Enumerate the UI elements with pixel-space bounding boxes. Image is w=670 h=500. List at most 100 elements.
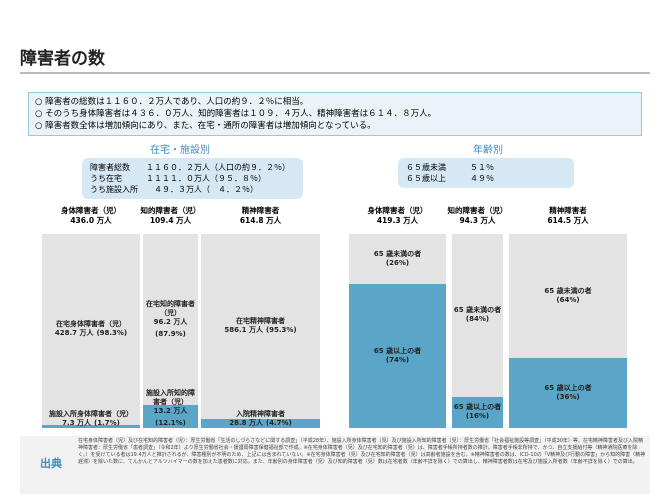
column-header: 精神障害者 — [549, 206, 587, 215]
segment-name: 65 歳未満の者 — [373, 250, 422, 259]
summary-box: ○ 障害者の総数は１１６０．２万人であり、人口の約９．２％に相当。 ○ そのうち身… — [28, 92, 642, 136]
segment-value: (84%) — [466, 315, 489, 324]
segment-amount: 13.2 万人 — [153, 406, 188, 415]
column-total: 94.3 万人 — [459, 216, 496, 225]
segment-name: 在宅精神障害者 — [236, 317, 285, 326]
bar — [143, 234, 198, 428]
bar-segment — [349, 234, 446, 285]
info-line: ６５歳未満 ５１％ — [406, 163, 494, 172]
footer — [20, 436, 650, 494]
info-box: 障害者総数 １１６０．２万人（人口の約９．２％） うち在宅 １１１１．０万人（９５… — [82, 158, 303, 199]
bar — [349, 234, 446, 428]
segment-name: 施設入所知的障害者（児） — [146, 388, 195, 406]
bar-segment — [201, 234, 320, 419]
segment-label: 入院精神障害者 28.8 万人 (4.7%) — [201, 397, 320, 428]
bar — [201, 234, 320, 428]
bar-segment — [452, 396, 503, 428]
segment-value: (16%) — [466, 412, 489, 421]
segment-value: 13.2 万人 (12.1%) — [143, 407, 198, 428]
info-line: ６５歳以上 ４９％ — [406, 174, 494, 183]
column-header: 精神障害者 — [241, 206, 280, 215]
bar-segment — [201, 418, 320, 428]
segment-name: 65 歳以上の者 — [453, 403, 502, 412]
segment-label: 65 歳以上の者 (16%) — [452, 397, 503, 428]
segment-name: 65 歳以上の者 — [373, 347, 422, 356]
segment-value: 7.3 万人 (1.7%) — [62, 419, 120, 428]
segment-share: (12.1%) — [155, 418, 186, 427]
segment-label: 施設入所知的障害者（児） 13.2 万人 (12.1%) — [143, 383, 198, 428]
segment-name: 在宅身体障害者（児） — [56, 320, 126, 329]
segment-value: (64%) — [556, 296, 579, 305]
segment-label: 在宅知的障害者（児） 96.2 万人 (87.9%) — [143, 234, 198, 405]
segment-share: (16%) — [465, 412, 490, 421]
segment-label: 65 歳未満の者 (84%) — [452, 234, 503, 397]
bar — [452, 234, 503, 428]
bar-segment — [42, 234, 140, 425]
title-rule — [20, 72, 650, 74]
page-title: 障害者の数 — [20, 49, 105, 69]
segment-amount: 428.7 万人 — [54, 329, 94, 338]
segment-share: (36%) — [556, 393, 580, 402]
segment-share: (1.7%) — [94, 418, 120, 427]
segment-name: 65 歳未満の者 — [453, 306, 502, 315]
column-total: 109.4 万人 — [149, 216, 192, 225]
panel-title: 在宅・施設別 — [150, 145, 210, 156]
bar — [509, 234, 627, 428]
segment-amount: 28.8 万人 — [229, 418, 263, 427]
column-total: 614.8 万人 — [239, 216, 282, 225]
segment-share: (95.3%) — [265, 326, 297, 335]
summary-line: ○ 障害者数全体は増加傾向にあり、また、在宅・通所の障害者は増加傾向となっている… — [35, 121, 376, 131]
column-header: 身体障害者（児） — [367, 206, 428, 215]
segment-value: (26%) — [386, 259, 409, 268]
segment-share: (98.3%) — [96, 329, 128, 338]
info-line: 障害者総数 １１６０．２万人（人口の約９．２％） — [90, 163, 290, 172]
bar — [42, 234, 140, 428]
segment-value: (36%) — [556, 393, 579, 402]
column-total: 419.3 万人 — [376, 216, 419, 225]
bar-segment — [42, 424, 140, 428]
bar-segment — [349, 284, 446, 428]
segment-amount: 586.1 万人 — [224, 326, 263, 335]
segment-label: 施設入所身体障害者（児） 7.3 万人 (1.7%) — [42, 403, 140, 428]
segment-label: 65 歳未満の者 (26%) — [349, 234, 446, 284]
summary-line: ○ 障害者の総数は１１６０．２万人であり、人口の約９．２％に相当。 — [35, 97, 309, 107]
segment-value: (74%) — [386, 356, 409, 365]
segment-amount: 7.3 万人 — [62, 418, 92, 427]
summary-line: ○ そのうち身体障害者は４３６．０万人、知的障害者は１０９．４万人、精神障害者は… — [35, 109, 437, 119]
segment-share: (74%) — [385, 356, 410, 365]
bar-segment — [143, 234, 198, 405]
segment-value: 96.2 万人 (87.9%) — [143, 318, 198, 339]
info-box: ６５歳未満 ５１％ ６５歳以上 ４９％ — [398, 158, 574, 188]
source-text: 在宅身体障害者（児）及び在宅知的障害者（児）：厚生労働省「生活のしづらさなどに関… — [78, 438, 646, 465]
segment-value: 428.7 万人 (98.3%) — [55, 329, 127, 338]
source-label: 出典 — [40, 457, 62, 470]
info-line: うち在宅 １１１１．０万人（９５．８％） — [90, 174, 266, 183]
segment-name: 施設入所身体障害者（児） — [49, 409, 133, 418]
column-total: 614.5 万人 — [547, 216, 589, 225]
segment-label: 在宅身体障害者（児） 428.7 万人 (98.3%) — [42, 234, 140, 425]
segment-amount: 96.2 万人 — [153, 317, 188, 326]
segment-name: 入院精神障害者 — [236, 409, 285, 418]
segment-share: (4.7%) — [265, 418, 292, 427]
segment-share: (87.9%) — [155, 329, 186, 338]
info-line: うち施設入所 ４９．３万人（ ４．２％） — [90, 185, 258, 194]
segment-label: 65 歳以上の者 (36%) — [509, 358, 627, 428]
column-header: 身体障害者（児） — [61, 206, 121, 215]
segment-share: (84%) — [465, 315, 490, 324]
panel-title: 年齢別 — [473, 145, 503, 156]
segment-label: 在宅精神障害者 586.1 万人 (95.3%) — [201, 234, 320, 419]
segment-label: 65 歳未満の者 (64%) — [509, 234, 627, 358]
bar-segment — [509, 358, 627, 428]
segment-share: (26%) — [385, 259, 410, 268]
bar-segment — [143, 404, 198, 428]
segment-name: 65 歳以上の者 — [544, 384, 592, 393]
segment-label: 65 歳以上の者 (74%) — [349, 284, 446, 428]
column-header: 知的障害者（児） — [140, 206, 201, 215]
segment-value: 586.1 万人 (95.3%) — [224, 326, 296, 335]
segment-share: (64%) — [556, 296, 580, 305]
segment-value: 28.8 万人 (4.7%) — [229, 419, 292, 428]
column-total: 436.0 万人 — [70, 216, 112, 225]
segment-name: 在宅知的障害者（児） — [146, 299, 195, 317]
bar-segment — [452, 234, 503, 397]
